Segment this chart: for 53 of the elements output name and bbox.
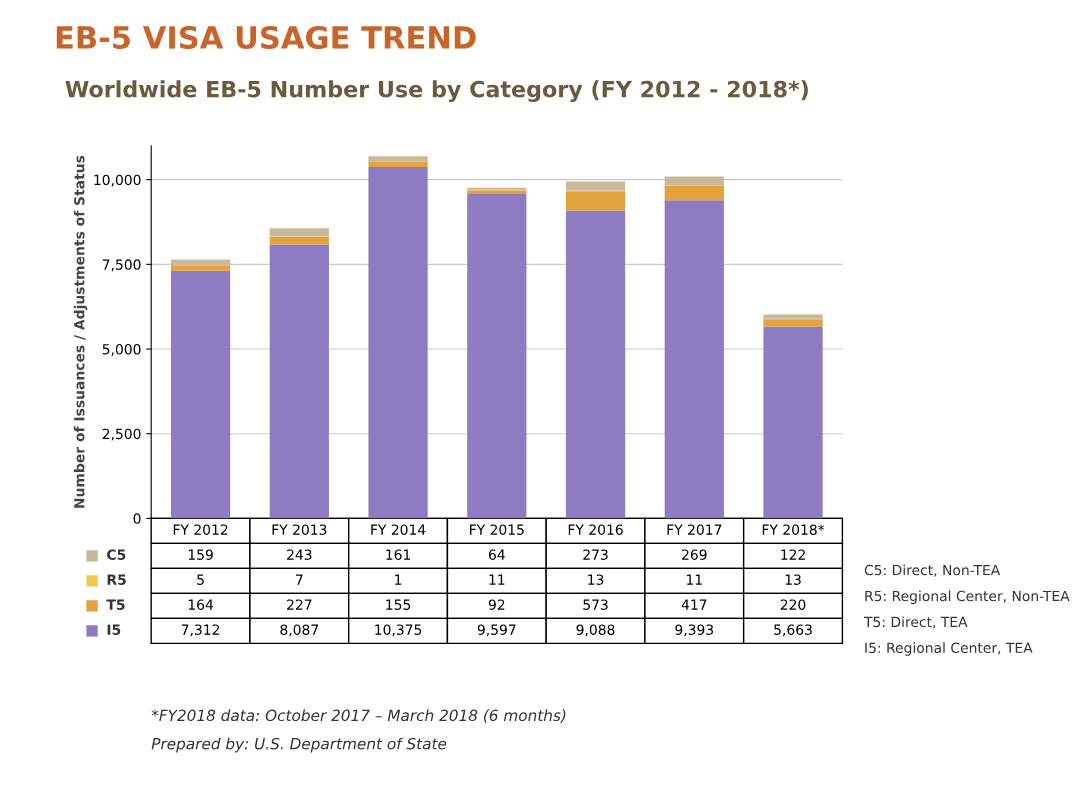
legend-label: C5 [107,549,126,560]
data-label: 417 [681,599,707,610]
data-label: 159 [188,549,213,560]
y-tick-label: 10,000 [94,174,141,187]
legend-label: R5 [107,574,126,585]
x-tick-label: FY 2013 [272,524,327,535]
legend-label: I5 [107,624,121,635]
y-tick-label: 7,500 [102,259,141,272]
data-label: 9,597 [477,624,516,637]
data-label: 269 [682,549,707,560]
chart-title: EB-5 VISA USAGE TREND [56,25,476,50]
data-label: 9,393 [675,624,714,637]
data-label: 13 [785,574,801,585]
data-label: 9,088 [576,624,615,637]
data-label: 1 [395,574,402,585]
x-tick-label: FY 2017 [667,524,722,535]
x-tick-label: FY 2016 [568,524,623,535]
y-axis-title: Number of Issuances / Adjustments of Status [73,155,88,508]
legend-label: T5 [106,599,125,610]
data-label: 92 [488,599,505,610]
data-label: 161 [386,549,411,560]
text: Prepared by: U.S. Department of State [151,737,447,753]
data-label: 243 [287,549,312,560]
x-tick-label: FY 2015 [470,524,524,535]
data-label: 227 [287,599,312,610]
data-label: 13 [588,574,604,585]
data-label: 10,375 [375,624,422,637]
data-label: 11 [686,574,702,585]
chart-subtitle: Worldwide EB-5 Number Use by Category (FY 2012 - 2018*) [65,80,808,102]
data-label: 220 [780,599,806,610]
x-tick-label: FY 2018* [762,524,825,535]
data-label: 5 [197,574,204,585]
y-tick-label: 2,500 [102,428,141,441]
text: T5: Direct, TEA [863,616,968,629]
y-tick-label: 0 [133,513,141,524]
data-label: 273 [583,549,608,560]
x-tick-label: FY 2012 [173,524,228,535]
data-label: 8,087 [280,624,319,637]
data-label: 11 [489,574,505,585]
x-tick-label: FY 2014 [371,524,426,535]
y-tick-label: 5,000 [102,344,141,356]
text: I5: Regional Center, TEA [865,642,1033,656]
data-label: 7,312 [181,624,220,637]
data-label: 7 [296,574,303,585]
text: *FY2018 data: October 2017 – March 2018 (6 months) [151,709,566,723]
data-label: 64 [488,549,505,560]
data-label: 5,663 [774,624,812,637]
data-label: 573 [583,599,608,610]
data-label: 155 [386,599,411,610]
text: C5: Direct, Non-TEA [864,564,1001,577]
data-label: 164 [188,599,214,610]
text: R5: Regional Center, Non-TEA [865,590,1070,604]
data-label: 122 [781,549,805,560]
